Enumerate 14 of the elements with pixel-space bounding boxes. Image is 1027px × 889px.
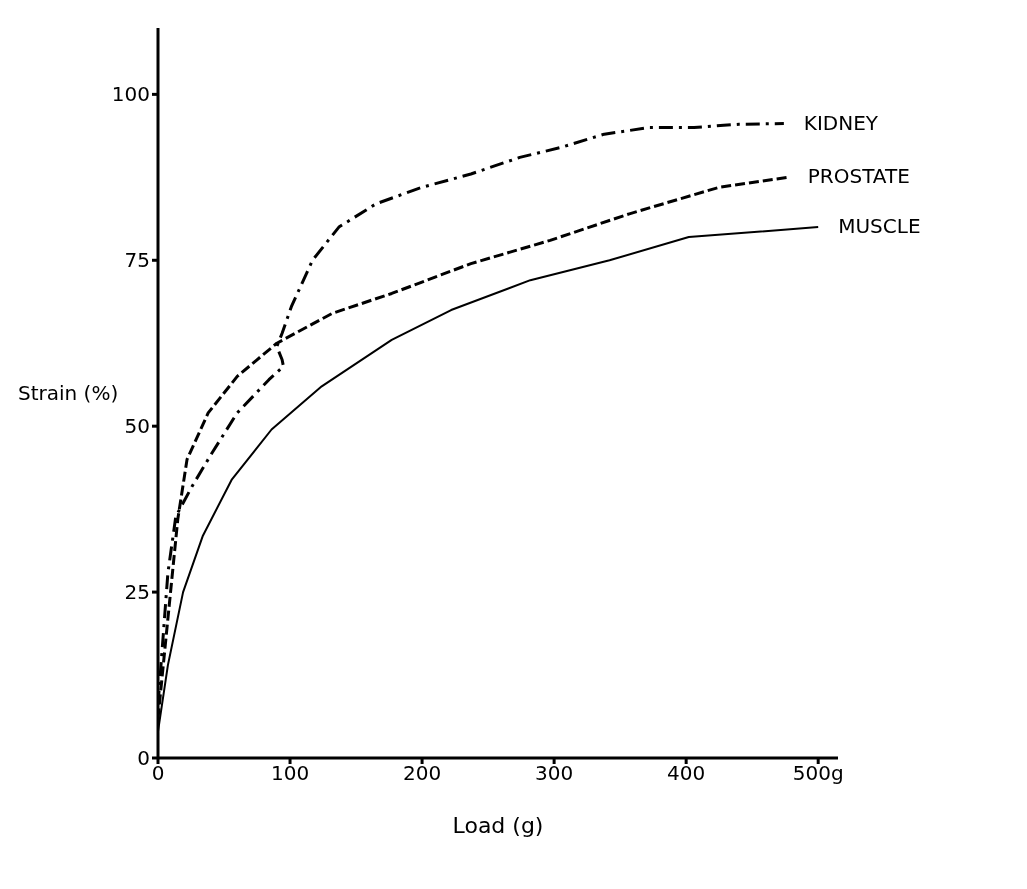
x-axis-title: Load (g) bbox=[452, 813, 544, 838]
x-tick-label: 500g bbox=[792, 761, 844, 786]
x-tick-label: 100 bbox=[270, 761, 310, 786]
series-label: MUSCLE bbox=[838, 214, 921, 239]
x-tick-label: 400 bbox=[667, 761, 706, 786]
y-tick-label: 50 bbox=[124, 414, 150, 439]
y-tick-label: 75 bbox=[124, 248, 150, 273]
x-tick-label: 300 bbox=[535, 761, 574, 786]
y-tick-label: 100 bbox=[111, 82, 150, 107]
series-label: KIDNEY bbox=[803, 110, 879, 135]
y-axis-title: Strain (%) bbox=[18, 381, 119, 406]
x-tick-label: 200 bbox=[402, 761, 442, 786]
y-tick-label: 25 bbox=[124, 580, 150, 605]
series-label: PROSTATE bbox=[807, 164, 910, 189]
